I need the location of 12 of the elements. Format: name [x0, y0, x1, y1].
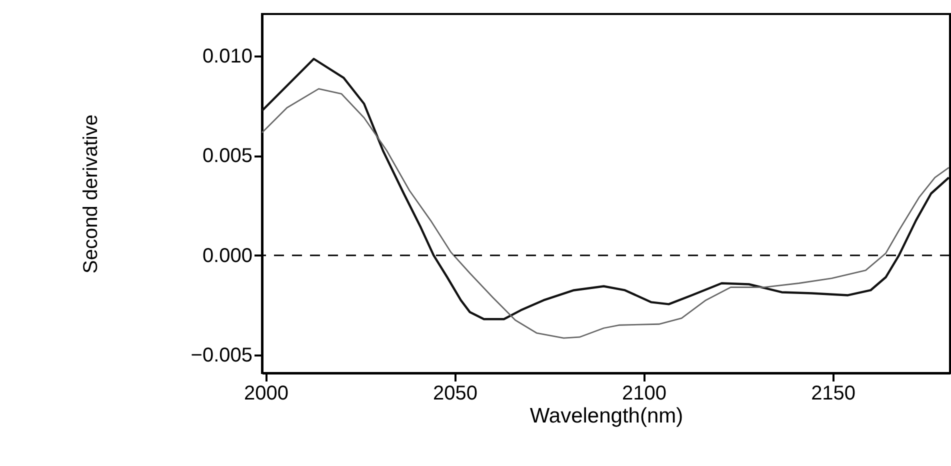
- x-tick-label: 2100: [622, 382, 667, 404]
- y-axis-title: Second derivative: [80, 114, 102, 274]
- y-tick-label: 0.010: [202, 45, 252, 68]
- x-tick-label: 2050: [433, 382, 478, 404]
- line-series: [260, 58, 950, 320]
- x-axis-title: Wavelength(nm): [530, 404, 684, 428]
- y-tick-label: −0.005: [190, 344, 252, 367]
- line-series: [261, 88, 950, 339]
- x-tick-label: 2000: [244, 382, 289, 404]
- x-tick-label: 2150: [811, 382, 856, 404]
- y-tick-label: 0.000: [202, 244, 252, 267]
- y-tick-label: 0.005: [202, 145, 252, 168]
